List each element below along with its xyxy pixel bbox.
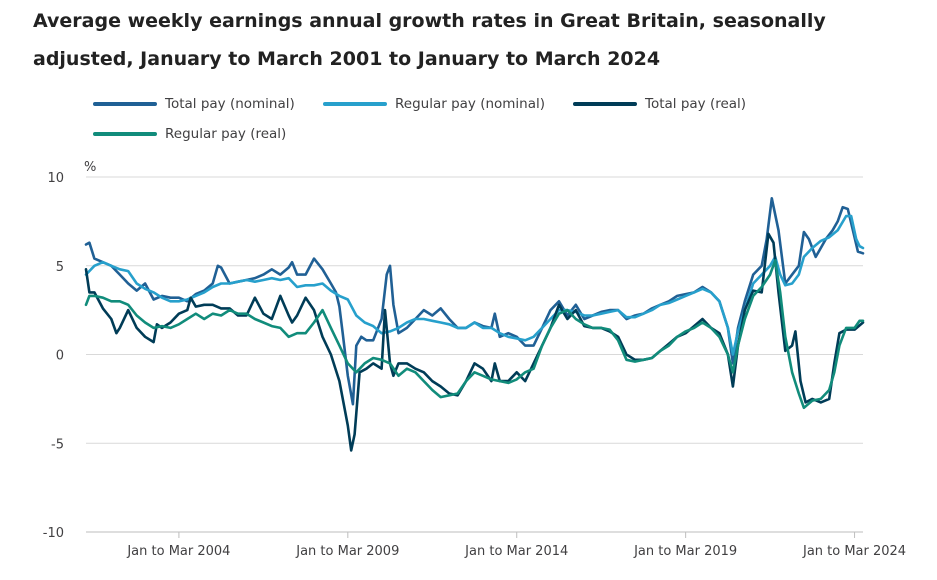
legend-label-regular-pay-real: Regular pay (real) [165,126,287,142]
x-tick-label: Jan to Mar 2014 [464,544,568,559]
series-lines [84,197,865,452]
line-chart: 10 5 0 -5 -10% Jan to Mar 2004 Jan to Mar 2009… [43,160,906,559]
legend: Total pay (nominal) Regular pay (nominal… [93,92,893,152]
legend-item-regular-pay-real[interactable]: Regular pay (real) [93,122,286,146]
series-line-total-pay-real[interactable] [84,232,865,452]
x-tick-label: Jan to Mar 2019 [633,544,737,559]
y-axis-unit: % [84,160,96,175]
legend-swatch-total-pay-real [573,102,637,106]
series-line-regular-pay-nominal[interactable] [84,214,865,356]
legend-swatch-regular-pay-real [93,132,157,136]
x-tick-label: Jan to Mar 2009 [295,544,399,559]
legend-item-total-pay-real[interactable]: Total pay (real) [573,92,746,116]
legend-label-regular-pay-nominal: Regular pay (nominal) [395,96,546,112]
legend-item-regular-pay-nominal[interactable]: Regular pay (nominal) [323,92,545,116]
legend-swatch-total-pay-nominal [93,102,157,106]
gridlines [86,176,863,533]
legend-swatch-regular-pay-nominal [323,102,387,106]
legend-label-total-pay-real: Total pay (real) [645,96,747,112]
chart-title: Average weekly earnings annual growth ra… [33,10,826,70]
legend-label-total-pay-nominal: Total pay (nominal) [165,96,295,112]
y-tick-label: -5 [51,437,64,452]
x-tick-label: Jan to Mar 2004 [126,544,230,559]
y-tick-label: 0 [56,349,64,364]
y-tick-label: -10 [43,526,64,541]
x-tick-label: Jan to Mar 2024 [802,544,906,559]
legend-item-total-pay-nominal[interactable]: Total pay (nominal) [93,92,295,116]
series-line-regular-pay-real[interactable] [84,259,865,410]
y-tick-label: 5 [56,260,64,275]
y-tick-label: 10 [47,171,64,186]
axes: 10 5 0 -5 -10% Jan to Mar 2004 Jan to Mar 2009… [43,160,906,559]
